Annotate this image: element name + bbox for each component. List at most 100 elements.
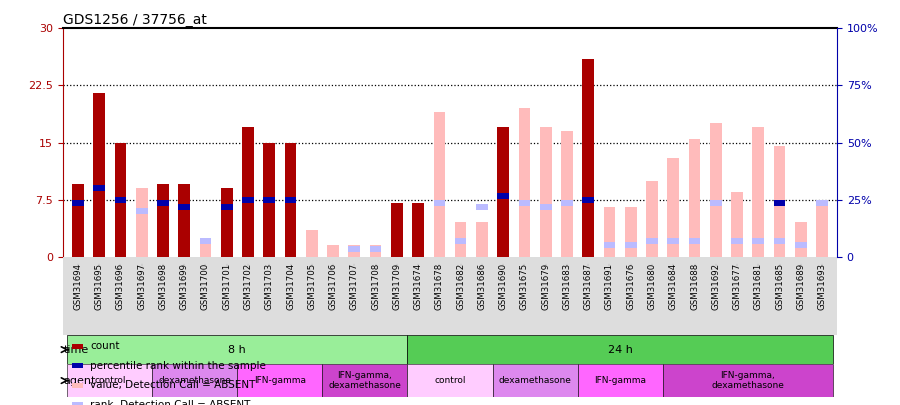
Text: GSM31678: GSM31678 (435, 263, 444, 310)
Bar (178, 204, 190, 210)
Bar (68, 335, 408, 364)
Bar (94, 185, 105, 191)
Text: IFN-gamma: IFN-gamma (254, 376, 306, 385)
Bar (220, 188, 232, 257)
Text: dexamethasone: dexamethasone (499, 376, 572, 385)
Text: GSM31697: GSM31697 (137, 263, 146, 310)
Text: GDS1256 / 37756_at: GDS1256 / 37756_at (63, 13, 207, 27)
Text: count: count (90, 341, 120, 351)
Text: GSM31681: GSM31681 (754, 263, 763, 310)
Bar (731, 192, 742, 257)
Text: GSM31683: GSM31683 (562, 263, 572, 310)
Bar (72, 200, 84, 207)
Text: GSM31693: GSM31693 (817, 263, 826, 310)
Text: GSM31688: GSM31688 (690, 263, 699, 310)
Text: dexamethasone: dexamethasone (158, 376, 231, 385)
Bar (688, 139, 700, 257)
Bar (604, 207, 616, 257)
Bar (688, 239, 700, 245)
Bar (200, 238, 212, 257)
Bar (540, 127, 552, 257)
Bar (114, 196, 126, 202)
Bar (328, 245, 339, 257)
Bar (306, 230, 318, 257)
Bar (540, 204, 552, 210)
Bar (752, 127, 764, 257)
Text: GSM31699: GSM31699 (180, 263, 189, 310)
Text: GSM31675: GSM31675 (520, 263, 529, 310)
Bar (710, 200, 722, 207)
Bar (476, 222, 488, 257)
Bar (412, 203, 424, 257)
Bar (774, 200, 786, 207)
Bar (662, 364, 832, 397)
Bar (582, 59, 594, 257)
Bar (518, 200, 530, 207)
Bar (434, 200, 446, 207)
Bar (136, 188, 148, 257)
Bar (136, 208, 148, 214)
Bar (492, 364, 578, 397)
Bar (774, 239, 786, 245)
Bar (582, 196, 594, 202)
Bar (408, 364, 492, 397)
Bar (498, 127, 509, 257)
Bar (668, 239, 680, 245)
Bar (68, 364, 152, 397)
Bar (625, 207, 636, 257)
Text: GSM31705: GSM31705 (307, 263, 316, 310)
Text: GSM31694: GSM31694 (74, 263, 83, 310)
Text: GSM31689: GSM31689 (796, 263, 806, 310)
Bar (710, 124, 722, 257)
Bar (284, 196, 296, 202)
Text: IFN-gamma,
dexamethasone: IFN-gamma, dexamethasone (328, 371, 401, 390)
Text: GSM31696: GSM31696 (116, 263, 125, 310)
Bar (774, 146, 786, 257)
Text: GSM31686: GSM31686 (477, 263, 486, 310)
Bar (348, 246, 360, 252)
Bar (348, 245, 360, 257)
Bar (200, 239, 212, 245)
Text: GSM31708: GSM31708 (371, 263, 380, 310)
Bar (561, 200, 572, 207)
Bar (72, 184, 84, 257)
Text: GSM31703: GSM31703 (265, 263, 274, 310)
Bar (264, 143, 275, 257)
Text: GSM31701: GSM31701 (222, 263, 231, 310)
Bar (816, 200, 828, 207)
Bar (114, 143, 126, 257)
Bar (561, 131, 572, 257)
Bar (178, 184, 190, 257)
Text: 8 h: 8 h (229, 345, 247, 355)
Bar (242, 196, 254, 202)
Text: GSM31692: GSM31692 (711, 263, 720, 310)
Text: agent: agent (63, 375, 95, 386)
Text: GSM31682: GSM31682 (456, 263, 465, 310)
Bar (646, 181, 658, 257)
Bar (498, 193, 509, 199)
Bar (454, 222, 466, 257)
Bar (408, 335, 832, 364)
Text: GSM31677: GSM31677 (733, 263, 742, 310)
Text: GSM31698: GSM31698 (158, 263, 167, 310)
Bar (646, 239, 658, 245)
Bar (795, 242, 806, 248)
Bar (238, 364, 322, 397)
Text: GSM31680: GSM31680 (647, 263, 656, 310)
Text: rank, Detection Call = ABSENT: rank, Detection Call = ABSENT (90, 400, 250, 405)
Bar (795, 222, 806, 257)
Bar (476, 204, 488, 210)
Text: GSM31700: GSM31700 (201, 263, 210, 310)
Bar (604, 242, 616, 248)
Text: GSM31674: GSM31674 (414, 263, 423, 310)
Text: GSM31695: GSM31695 (94, 263, 104, 310)
Text: control: control (434, 376, 466, 385)
Bar (158, 184, 169, 257)
Bar (454, 239, 466, 245)
Bar (816, 203, 828, 257)
Bar (578, 364, 662, 397)
Bar (668, 158, 680, 257)
Text: percentile rank within the sample: percentile rank within the sample (90, 361, 266, 371)
Text: time: time (63, 345, 89, 355)
Text: GSM31684: GSM31684 (669, 263, 678, 310)
